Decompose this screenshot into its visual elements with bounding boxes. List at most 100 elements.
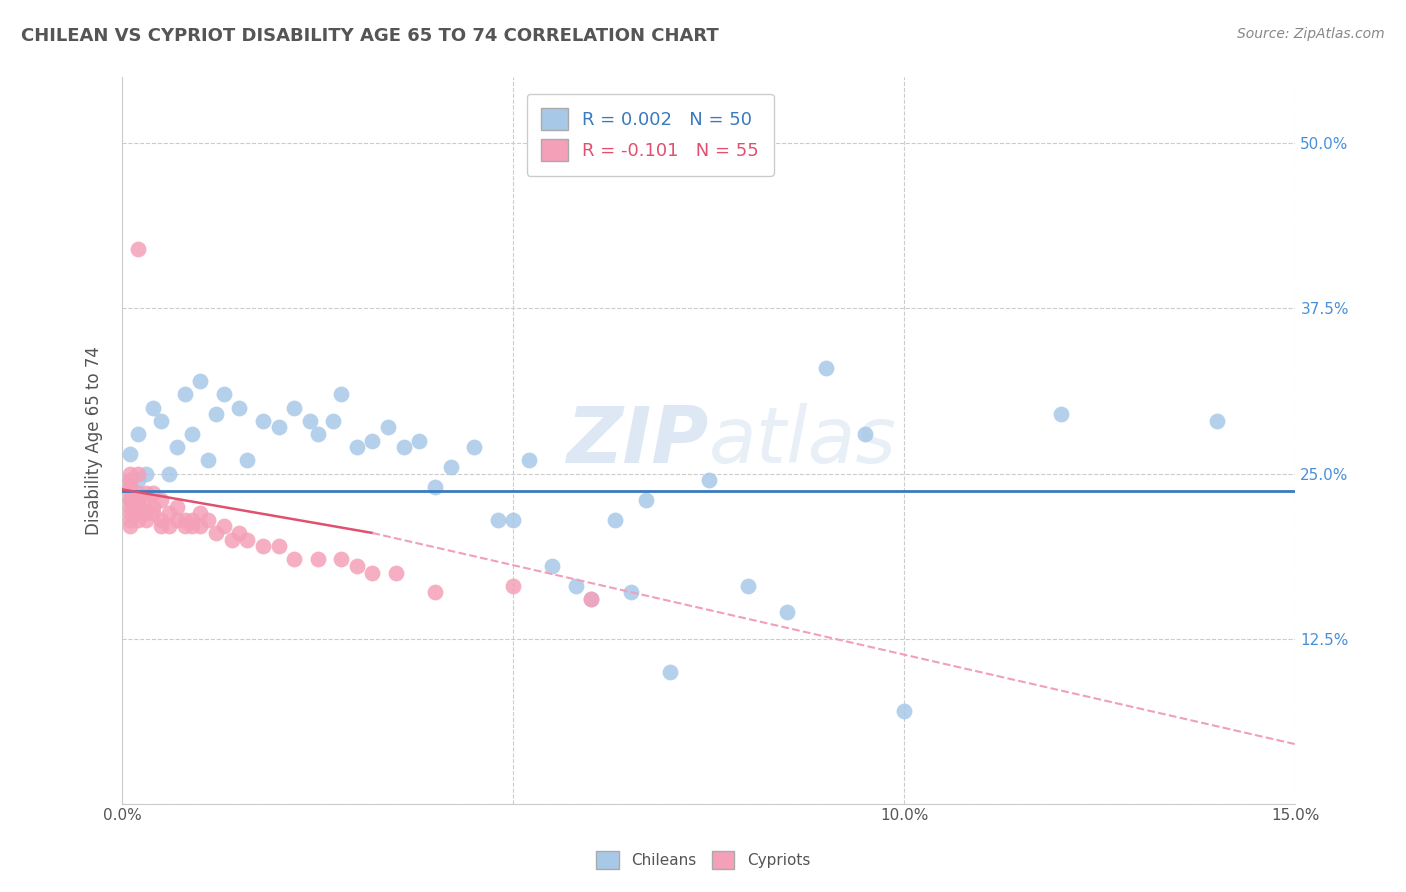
Point (283, 552, 305, 566)
Point (322, 414, 344, 428)
Point (392, 440, 415, 454)
Point (150, 492, 173, 507)
Text: atlas: atlas (709, 402, 897, 478)
Point (188, 506, 211, 520)
Point (893, 704, 915, 718)
Point (385, 566, 408, 580)
Point (173, 387, 195, 401)
Point (181, 426, 204, 441)
Point (212, 519, 235, 533)
Point (228, 525, 250, 540)
Point (581, 591, 603, 606)
Point (658, 665, 681, 679)
Point (541, 558, 564, 573)
Point (330, 387, 353, 401)
Point (157, 519, 180, 533)
Point (307, 552, 329, 566)
Point (188, 519, 211, 533)
Point (212, 387, 235, 401)
Point (118, 447, 141, 461)
Point (134, 513, 156, 527)
Point (142, 506, 165, 520)
Point (815, 360, 838, 375)
Point (346, 558, 368, 573)
Point (142, 486, 165, 500)
Point (150, 519, 173, 533)
Point (166, 500, 188, 514)
Point (134, 492, 156, 507)
Y-axis label: Disability Age 65 to 74: Disability Age 65 to 74 (86, 346, 103, 535)
Point (118, 480, 141, 494)
Point (127, 500, 149, 514)
Point (346, 440, 368, 454)
Point (197, 453, 219, 467)
Legend: Chileans, Cypriots: Chileans, Cypriots (589, 845, 817, 875)
Point (157, 467, 180, 481)
Point (463, 440, 485, 454)
Point (166, 440, 188, 454)
Point (197, 513, 219, 527)
Point (581, 591, 603, 606)
Point (127, 506, 149, 520)
Point (118, 492, 141, 507)
Legend: R = 0.002   N = 50, R = -0.101   N = 55: R = 0.002 N = 50, R = -0.101 N = 55 (526, 94, 773, 176)
Point (636, 492, 658, 507)
Point (150, 513, 173, 527)
Point (737, 579, 759, 593)
Point (361, 434, 384, 448)
Point (1049, 407, 1071, 421)
Point (118, 486, 141, 500)
Point (853, 426, 876, 441)
Point (228, 401, 250, 415)
Point (298, 414, 321, 428)
Point (118, 467, 141, 481)
Point (157, 506, 180, 520)
Point (502, 513, 524, 527)
Point (142, 401, 165, 415)
Point (134, 506, 156, 520)
Point (283, 401, 305, 415)
Point (603, 513, 626, 527)
Point (252, 414, 274, 428)
Point (134, 486, 156, 500)
Point (118, 506, 141, 520)
Point (697, 473, 720, 487)
Point (127, 242, 149, 256)
Point (776, 605, 799, 619)
Text: Source: ZipAtlas.com: Source: ZipAtlas.com (1237, 27, 1385, 41)
Point (127, 426, 149, 441)
Point (423, 585, 446, 599)
Point (142, 500, 165, 514)
Point (173, 519, 195, 533)
Point (134, 467, 156, 481)
Point (439, 459, 461, 474)
Point (205, 525, 228, 540)
Point (361, 566, 384, 580)
Point (267, 420, 290, 434)
Point (423, 480, 446, 494)
Point (127, 486, 149, 500)
Point (150, 414, 173, 428)
Point (188, 374, 211, 388)
Point (166, 513, 188, 527)
Point (236, 533, 259, 547)
Point (118, 500, 141, 514)
Point (205, 407, 228, 421)
Point (118, 480, 141, 494)
Text: CHILEAN VS CYPRIOT DISABILITY AGE 65 TO 74 CORRELATION CHART: CHILEAN VS CYPRIOT DISABILITY AGE 65 TO … (21, 27, 718, 45)
Point (127, 513, 149, 527)
Point (486, 513, 509, 527)
Point (118, 473, 141, 487)
Point (118, 473, 141, 487)
Point (127, 473, 149, 487)
Point (565, 579, 588, 593)
Point (330, 552, 353, 566)
Point (173, 513, 195, 527)
Point (118, 492, 141, 507)
Point (127, 467, 149, 481)
Point (118, 519, 141, 533)
Point (252, 539, 274, 553)
Point (127, 492, 149, 507)
Point (619, 585, 641, 599)
Point (307, 426, 329, 441)
